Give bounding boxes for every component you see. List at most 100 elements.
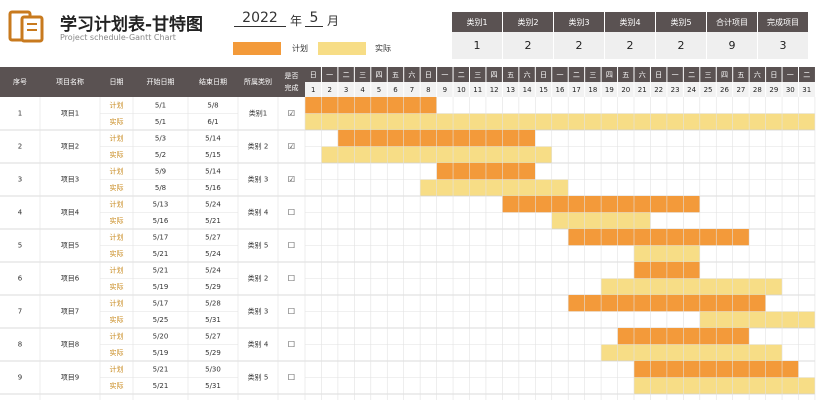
actual-label: 实际 [110, 249, 124, 258]
category-cell: 类别 2 [248, 274, 269, 283]
weekday-label: 四 [721, 71, 728, 79]
day-number: 30 [786, 86, 795, 94]
summary-header: 完成项目 [757, 12, 809, 32]
actual-label: 实际 [110, 282, 124, 291]
plan-label: 计划 [110, 298, 124, 307]
weekday-label: 一 [672, 71, 679, 79]
actual-label: 实际 [110, 117, 124, 126]
category-cell: 类别 4 [248, 340, 269, 349]
done-checkbox: ☑ [288, 109, 295, 118]
weekday-label: 日 [770, 71, 777, 79]
done-checkbox: ☐ [288, 208, 295, 217]
column-header: 所属类别 [244, 77, 272, 86]
actual-label: 实际 [110, 348, 124, 357]
summary-value: 3 [757, 32, 809, 59]
day-number: 2 [327, 86, 331, 94]
day-number: 10 [457, 86, 466, 94]
weekday-label: 四 [606, 71, 613, 79]
weekday-label: 一 [326, 71, 333, 79]
plan-label: 计划 [110, 331, 124, 340]
day-number: 3 [344, 86, 348, 94]
day-number: 9 [443, 86, 447, 94]
actual-end-date: 5/21 [205, 217, 221, 225]
actual-label: 实际 [110, 315, 124, 324]
weekday-label: 六 [639, 70, 646, 79]
done-checkbox: ☐ [288, 307, 295, 316]
project-name: 项目1 [61, 110, 79, 118]
gantt-table: 序号 项目名称 日期 开始日期 结束日期 所属类别 是否 完成 日 1 一 2 二 3 三 4 四 5 五 6 六 7 日 8… [0, 67, 822, 404]
weekday-label: 二 [343, 71, 350, 79]
plan-label: 计划 [110, 133, 124, 142]
actual-start-date: 5/16 [153, 217, 169, 225]
category-cell: 类别 3 [248, 175, 269, 184]
done-checkbox: ☑ [288, 175, 295, 184]
category-cell: 类别 2 [248, 142, 269, 151]
plan-start-date: 5/13 [153, 200, 169, 208]
plan-label: 计划 [110, 232, 124, 241]
plan-end-date: 5/8 [207, 101, 218, 109]
summary-table: 类别1 类别2 类别3 类别4 类别5 合计项目 完成项目 1 2 2 2 2 … [452, 12, 809, 59]
legend-actual-label: 实际 [375, 44, 391, 53]
page-subtitle: Project schedule-Gantt Chart [60, 33, 176, 42]
weekday-label: 三 [589, 71, 596, 79]
plan-end-date: 5/14 [205, 167, 221, 175]
year-field[interactable]: 2022 [234, 10, 286, 27]
weekday-label: 六 [408, 70, 415, 79]
day-number: 20 [621, 86, 630, 94]
actual-bar [699, 311, 815, 328]
weekday-label: 三 [705, 71, 712, 79]
row-number: 2 [18, 143, 22, 151]
actual-end-date: 5/31 [205, 316, 221, 324]
row-number: 6 [18, 275, 23, 283]
actual-label: 实际 [110, 150, 124, 159]
row-number: 3 [18, 176, 22, 184]
day-number: 21 [638, 86, 647, 94]
actual-bar [305, 113, 815, 130]
weekday-label: 日 [425, 71, 432, 79]
weekday-label: 日 [310, 71, 317, 79]
weekday-label: 一 [441, 71, 448, 79]
summary-header: 类别1 [452, 12, 503, 32]
actual-end-date: 5/15 [205, 151, 221, 159]
actual-start-date: 5/19 [153, 349, 169, 357]
day-number: 15 [539, 86, 548, 94]
plan-start-date: 5/17 [153, 233, 169, 241]
actual-start-date: 5/21 [153, 382, 169, 390]
column-header: 项目名称 [56, 77, 84, 86]
day-number: 13 [506, 86, 515, 94]
document-icon [8, 10, 44, 43]
category-cell: 类别 5 [248, 241, 269, 250]
actual-end-date: 5/31 [205, 382, 221, 390]
day-number: 1 [311, 86, 315, 94]
month-unit-label: 月 [327, 14, 340, 28]
weekday-label: 四 [491, 71, 498, 79]
row-number: 1 [18, 110, 22, 118]
category-cell: 类别 4 [248, 208, 269, 217]
actual-bar [601, 344, 783, 361]
project-name: 项目8 [61, 341, 79, 349]
day-number: 12 [490, 86, 499, 94]
weekday-label: 二 [803, 71, 810, 79]
plan-end-date: 5/28 [205, 299, 221, 307]
plan-end-date: 5/24 [205, 200, 221, 208]
column-header: 日期 [110, 78, 124, 86]
actual-end-date: 6/1 [207, 118, 218, 126]
summary-value: 9 [706, 32, 758, 59]
legend-actual-swatch [318, 42, 366, 55]
day-number: 8 [426, 86, 430, 94]
weekday-label: 五 [507, 71, 514, 79]
done-checkbox: ☐ [288, 241, 295, 250]
column-header: 序号 [13, 77, 27, 86]
category-cell: 类别 5 [248, 373, 269, 382]
plan-label: 计划 [110, 100, 124, 109]
summary-header: 类别2 [502, 12, 554, 32]
column-header: 结束日期 [199, 77, 227, 86]
project-name: 项目7 [61, 308, 79, 316]
done-checkbox: ☐ [288, 373, 295, 382]
day-number: 4 [360, 86, 365, 94]
row-number: 8 [18, 341, 22, 349]
month-field[interactable]: 5 [305, 10, 323, 27]
row-number: 5 [18, 242, 22, 250]
day-number: 28 [753, 86, 762, 94]
